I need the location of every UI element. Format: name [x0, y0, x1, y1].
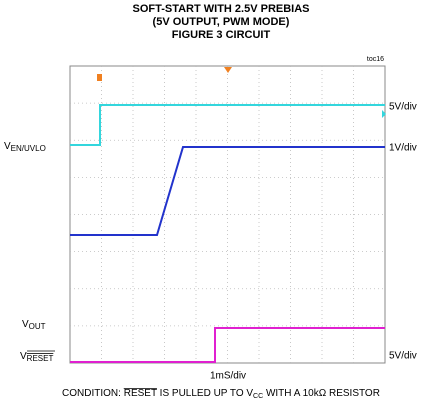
channel-marker — [382, 110, 386, 118]
condition-sub: CC — [253, 393, 263, 400]
left-label: VEN/UVLO — [4, 141, 46, 153]
title-line: FIGURE 3 CIRCUIT — [172, 29, 271, 41]
title-line: SOFT-START WITH 2.5V PREBIAS — [132, 3, 309, 15]
label-main: V — [4, 141, 11, 152]
figure-id: toc16 — [367, 56, 384, 63]
out-trace — [70, 146, 385, 236]
left-label: VOUT — [22, 319, 46, 331]
label-main: V — [20, 351, 27, 362]
trigger-marker — [224, 67, 232, 73]
label-sub: OUT — [29, 322, 46, 331]
condition-part: IS PULLED UP TO V — [157, 388, 253, 399]
right-label: 5V/div — [389, 351, 417, 362]
trigger-position — [97, 74, 102, 81]
condition: CONDITION: RESET IS PULLED UP TO VCC WIT… — [62, 388, 380, 400]
label-sub: EN/UVLO — [11, 144, 46, 153]
label-main: V — [22, 319, 29, 330]
condition-part: RESET — [124, 388, 157, 399]
left-label: VRESET — [20, 351, 53, 363]
condition-part: WITH A 10kΩ RESISTOR — [263, 388, 380, 399]
label-sub: RESET — [27, 354, 54, 363]
time-scale: 1mS/div — [210, 371, 246, 382]
condition-part: CONDITION: — [62, 388, 124, 399]
scope-grid — [70, 66, 385, 363]
title-line: (5V OUTPUT, PWM MODE) — [153, 16, 290, 28]
right-label: 5V/div — [389, 102, 417, 113]
en-trace — [70, 104, 385, 146]
right-label: 1V/div — [389, 143, 417, 154]
reset-trace — [70, 327, 385, 363]
